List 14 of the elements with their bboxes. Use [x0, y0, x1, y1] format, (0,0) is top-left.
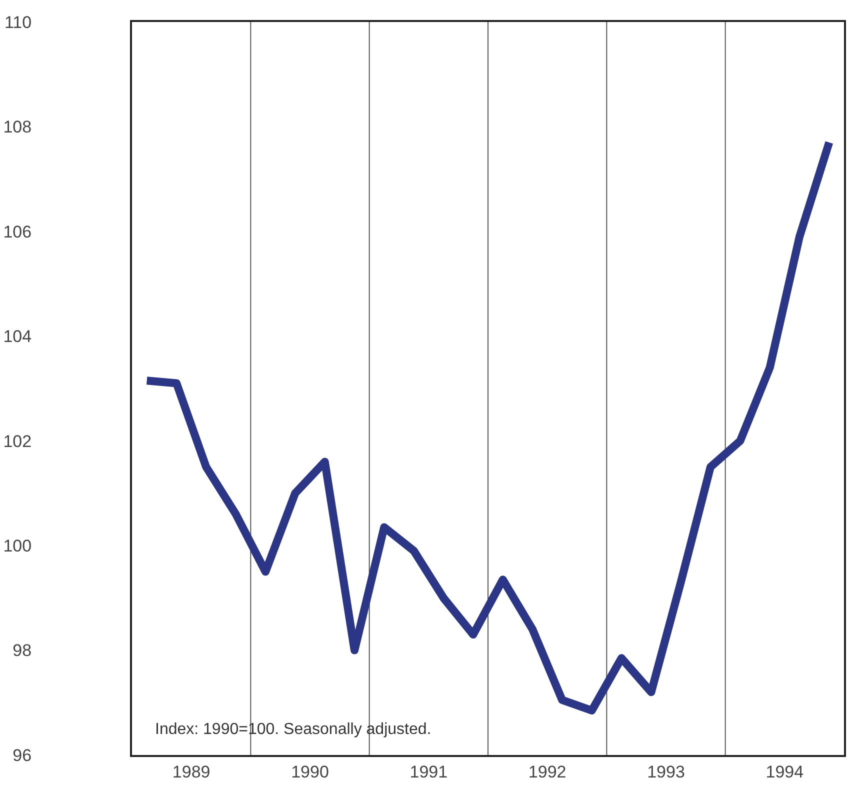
- x-tick-label: 1994: [766, 762, 804, 782]
- y-tick-label: 102: [3, 432, 32, 451]
- x-tick-label: 1992: [528, 762, 566, 782]
- y-tick-label: 108: [3, 118, 32, 137]
- y-tick-label: 100: [3, 536, 32, 556]
- x-tick-label: 1989: [172, 762, 210, 782]
- x-tick-label: 1991: [410, 762, 448, 782]
- x-tick-label: 1990: [291, 762, 329, 782]
- y-tick-label: 98: [12, 641, 32, 660]
- x-tick-label: 1993: [647, 762, 685, 782]
- y-tick-label: 106: [3, 222, 32, 242]
- y-tick-label: 104: [3, 327, 32, 346]
- y-tick-label: 96: [12, 746, 32, 765]
- y-tick-label: 110: [4, 12, 32, 32]
